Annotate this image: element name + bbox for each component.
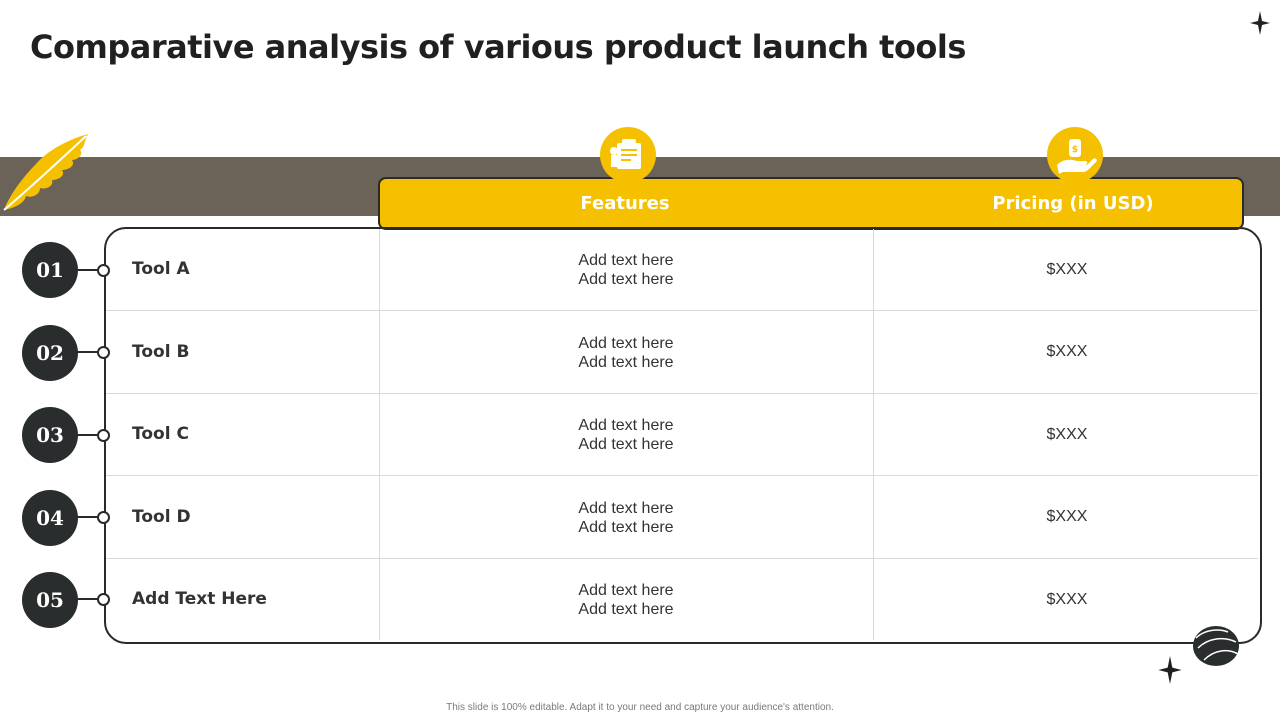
features-cell: Add text here Add text here — [578, 417, 674, 453]
row-number-badge: 03 — [22, 407, 78, 463]
sparkle-icon — [1158, 656, 1182, 684]
row-divider — [106, 558, 1258, 559]
connector-node — [97, 511, 110, 524]
row-divider — [106, 475, 1258, 476]
sparkle-icon — [1250, 11, 1270, 35]
row-number-badge: 02 — [22, 325, 78, 381]
tool-name: Tool C — [132, 424, 189, 444]
pricing-column-header: Pricing (in USD) — [992, 193, 1154, 214]
seed-icon — [1193, 626, 1239, 666]
connector-node — [97, 346, 110, 359]
svg-text:$: $ — [1072, 145, 1078, 155]
connector-line — [76, 598, 102, 600]
price-cell: $XXX — [1046, 343, 1088, 360]
connector-node — [97, 593, 110, 606]
connector-line — [76, 434, 102, 436]
row-divider — [106, 310, 1258, 311]
features-cell: Add text here Add text here — [578, 500, 674, 536]
connector-node — [97, 429, 110, 442]
pricing-icon-circle: $ — [1047, 127, 1103, 183]
features-cell: Add text here Add text here — [578, 582, 674, 618]
row-number-badge: 01 — [22, 242, 78, 298]
leaf-icon — [3, 134, 88, 211]
tool-name: Tool B — [132, 342, 190, 362]
tool-name: Tool D — [132, 507, 191, 527]
row-number-badge: 05 — [22, 572, 78, 628]
page-title: Comparative analysis of various product … — [30, 28, 966, 66]
clipboard-icon — [610, 139, 641, 169]
features-cell: Add text here Add text here — [578, 335, 674, 371]
footer-note: This slide is 100% editable. Adapt it to… — [446, 702, 834, 713]
connector-node — [97, 264, 110, 277]
price-cell: $XXX — [1046, 426, 1088, 443]
hand-money-icon: $ — [1057, 139, 1097, 174]
price-cell: $XXX — [1046, 261, 1088, 278]
features-icon-circle — [600, 127, 656, 183]
price-cell: $XXX — [1046, 508, 1088, 525]
column-divider — [379, 229, 380, 640]
price-cell: $XXX — [1046, 591, 1088, 608]
connector-line — [76, 351, 102, 353]
tool-name: Tool A — [132, 259, 190, 279]
tool-name: Add Text Here — [132, 589, 267, 609]
row-divider — [106, 393, 1258, 394]
table-header-bar — [378, 177, 1244, 230]
row-number-badge: 04 — [22, 490, 78, 546]
features-cell: Add text here Add text here — [578, 252, 674, 288]
column-divider — [873, 229, 874, 640]
features-column-header: Features — [580, 193, 670, 214]
connector-line — [76, 269, 102, 271]
connector-line — [76, 516, 102, 518]
